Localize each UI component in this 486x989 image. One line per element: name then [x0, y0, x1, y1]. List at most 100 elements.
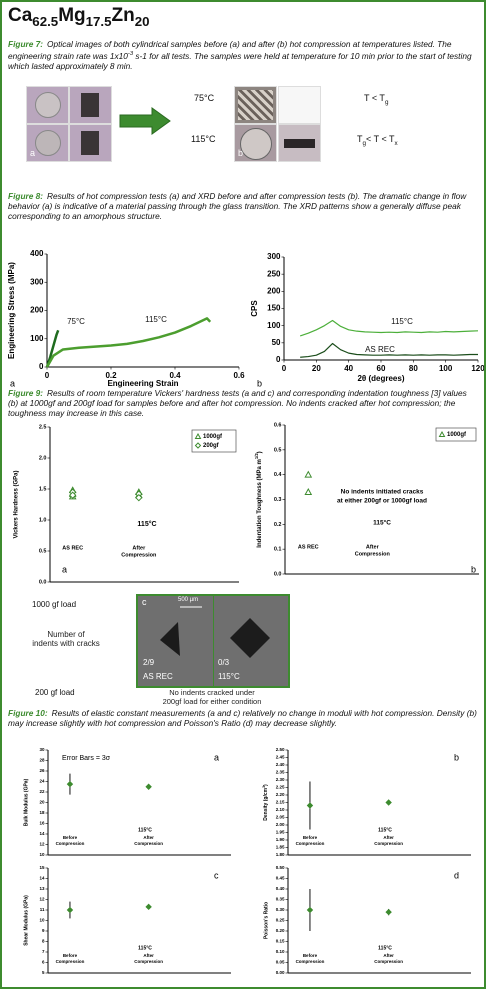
x-tick-label: 100: [439, 364, 453, 373]
sample: [35, 92, 61, 118]
data-line: [47, 330, 58, 367]
photo: [278, 86, 321, 124]
y-tick-label: 12: [39, 897, 45, 902]
y-tick-label: 1.90: [276, 837, 285, 842]
y-tick-label: 30: [39, 747, 45, 752]
subscript: g: [385, 99, 389, 106]
chart: 56789101112131415Shear Modulus (GPa)Befo…: [6, 864, 241, 981]
y-axis-label: Density (g/cm3): [262, 784, 269, 821]
y-tick-label: 200: [267, 286, 281, 295]
y-tick-label: 2.40: [276, 762, 285, 767]
y-tick-label: 9: [42, 928, 45, 933]
panel-label: a: [214, 752, 219, 762]
y-axis-label: CPS: [250, 300, 259, 317]
chart: 0.000.050.100.150.200.250.300.350.400.45…: [246, 864, 481, 981]
panel-label: a: [30, 148, 35, 158]
y-tick-label: 0.05: [276, 960, 285, 965]
y-tick-label: 300: [30, 277, 44, 286]
y-tick-label: 2.5: [39, 424, 47, 430]
series-label: 115°C: [391, 317, 413, 326]
category-label: After: [366, 544, 380, 550]
y-tick-label: 200: [30, 306, 44, 315]
category-label: Compression: [56, 841, 85, 846]
y-tick-label: 2.30: [276, 777, 285, 782]
text-run: Mg: [58, 5, 85, 26]
y-tick-label: 0: [276, 355, 281, 364]
category-label: Before: [63, 835, 78, 840]
y-tick-label: 10: [39, 918, 45, 923]
y-tick-label: 0.00: [276, 970, 285, 975]
load-label: 1000 gf load: [32, 600, 76, 609]
y-tick-label: 20: [39, 800, 45, 805]
text-line: No indents cracked under: [152, 688, 272, 697]
data-point: [307, 803, 312, 808]
caption: Figure 9:Results of room temperature Vic…: [8, 388, 478, 418]
figure-label: Figure 7:: [8, 39, 43, 49]
caption: Figure 7:Optical images of both cylindri…: [8, 39, 478, 71]
data-point: [67, 908, 72, 913]
panel-label: a: [62, 564, 67, 574]
y-tick-label: 50: [272, 338, 281, 347]
sample: [240, 128, 272, 160]
category-label: Compression: [374, 841, 403, 846]
panel-label: b: [454, 752, 459, 762]
sample: [284, 139, 315, 148]
indent: [160, 622, 180, 656]
y-axis-label: Poisson's Ratio: [263, 902, 269, 939]
y-tick-label: 150: [267, 304, 281, 313]
text-run: Density (g/cm: [263, 787, 269, 820]
y-tick-label: 1.95: [276, 830, 285, 835]
y-tick-label: 2.50: [276, 747, 285, 752]
y-tick-label: 400: [30, 249, 44, 258]
category-label: Compression: [374, 959, 403, 964]
y-tick-label: 250: [267, 269, 281, 278]
x-tick-label: 60: [377, 364, 386, 373]
y-tick-label: 0.4: [274, 472, 283, 478]
y-tick-label: 0.25: [276, 918, 285, 923]
chart: 010020030040000.20.40.6Engineering Stres…: [4, 245, 247, 391]
figure-label: Figure 10:: [8, 708, 48, 718]
legend-label: 1000gf: [203, 434, 223, 440]
x-tick-label: 120: [471, 364, 484, 373]
y-axis-label: Indentation Toughness (MPa m1/2): [254, 451, 263, 547]
series-label: AS REC: [365, 345, 395, 354]
y-tick-label: 0.10: [276, 949, 285, 954]
chart: 0.00.51.01.52.02.5Vickers Hardness (GPa)…: [4, 420, 247, 590]
y-tick-label: 0.1: [274, 547, 282, 553]
annotation: No indents initiated cracks: [341, 489, 424, 496]
y-tick-label: 14: [39, 876, 45, 881]
y-tick-label: 26: [39, 768, 45, 773]
y-tick-label: 5: [42, 970, 45, 975]
text-run: T < T: [364, 93, 385, 103]
photo: [234, 86, 277, 124]
panel-label: a: [10, 378, 15, 388]
category-label: AS REC: [298, 544, 319, 550]
data-point: [146, 904, 151, 909]
category-label: Compression: [56, 959, 85, 964]
y-tick-label: 14: [39, 831, 45, 836]
caption-text: Results of hot compression tests (a) and…: [8, 191, 466, 221]
text-run: ): [257, 451, 263, 453]
photo: b: [234, 124, 277, 162]
category-label: AS REC: [62, 545, 83, 551]
annotation: Error Bars = 3σ: [62, 755, 111, 762]
y-tick-label: 0.15: [276, 939, 285, 944]
y-tick-label: 100: [30, 334, 44, 343]
y-tick-label: 0.35: [276, 897, 285, 902]
category-label: Before: [303, 953, 318, 958]
data-line: [300, 321, 478, 336]
x-tick-label: 80: [409, 364, 418, 373]
count: 0/3: [218, 658, 229, 667]
legend-label: 1000gf: [447, 432, 467, 438]
y-tick-label: 6: [42, 960, 45, 965]
category-label: Compression: [134, 841, 163, 846]
subscript: 20: [135, 14, 150, 29]
annotation: 115°C: [138, 827, 152, 833]
caption-text: Optical images of both cylindrical sampl…: [8, 39, 472, 71]
y-tick-label: 28: [39, 758, 45, 763]
annotation: 115°C: [137, 520, 156, 528]
text-line: Number of: [16, 630, 116, 639]
y-tick-label: 2.20: [276, 792, 285, 797]
